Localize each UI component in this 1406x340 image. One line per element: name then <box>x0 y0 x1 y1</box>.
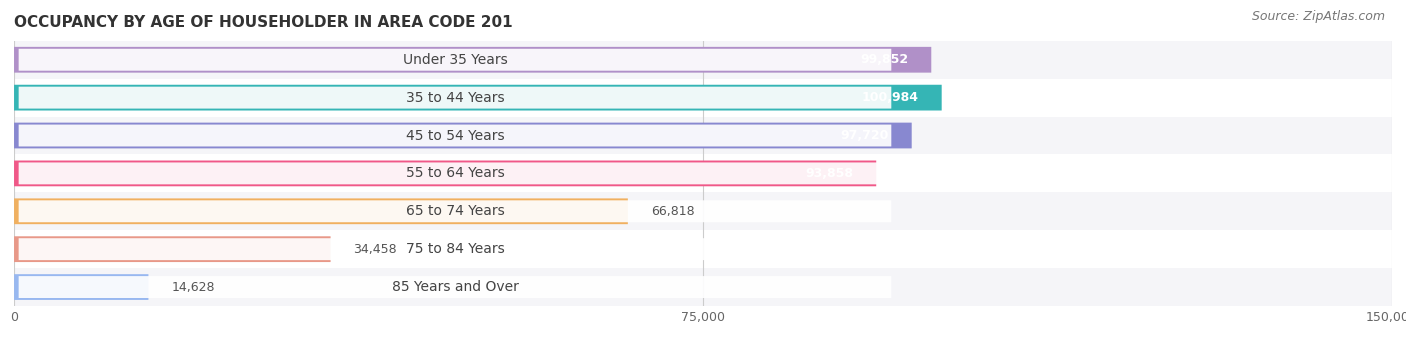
Text: 97,720: 97,720 <box>841 129 889 142</box>
Text: Under 35 Years: Under 35 Years <box>402 53 508 67</box>
Bar <box>14 268 1392 306</box>
Bar <box>14 230 1392 268</box>
Text: OCCUPANCY BY AGE OF HOUSEHOLDER IN AREA CODE 201: OCCUPANCY BY AGE OF HOUSEHOLDER IN AREA … <box>14 15 513 30</box>
Bar <box>14 79 1392 117</box>
Text: 66,818: 66,818 <box>651 205 695 218</box>
Text: 85 Years and Over: 85 Years and Over <box>391 280 519 294</box>
Bar <box>14 192 1392 230</box>
FancyBboxPatch shape <box>18 124 891 147</box>
FancyBboxPatch shape <box>14 123 911 148</box>
Text: 65 to 74 Years: 65 to 74 Years <box>405 204 505 218</box>
Text: 99,852: 99,852 <box>860 53 908 66</box>
FancyBboxPatch shape <box>18 87 891 108</box>
FancyBboxPatch shape <box>18 163 891 184</box>
Text: 14,628: 14,628 <box>172 280 215 293</box>
Text: Source: ZipAtlas.com: Source: ZipAtlas.com <box>1251 10 1385 23</box>
Text: 45 to 54 Years: 45 to 54 Years <box>406 129 505 142</box>
Text: 75 to 84 Years: 75 to 84 Years <box>405 242 505 256</box>
Text: 35 to 44 Years: 35 to 44 Years <box>406 91 505 105</box>
Text: 55 to 64 Years: 55 to 64 Years <box>405 166 505 181</box>
FancyBboxPatch shape <box>14 85 942 110</box>
Bar <box>14 117 1392 154</box>
FancyBboxPatch shape <box>18 49 891 71</box>
Text: 100,984: 100,984 <box>862 91 918 104</box>
FancyBboxPatch shape <box>14 199 628 224</box>
Bar <box>14 41 1392 79</box>
FancyBboxPatch shape <box>14 160 876 186</box>
Text: 93,858: 93,858 <box>806 167 853 180</box>
FancyBboxPatch shape <box>14 274 149 300</box>
FancyBboxPatch shape <box>18 200 891 222</box>
FancyBboxPatch shape <box>14 236 330 262</box>
FancyBboxPatch shape <box>18 276 891 298</box>
Bar <box>14 154 1392 192</box>
FancyBboxPatch shape <box>18 238 891 260</box>
FancyBboxPatch shape <box>14 47 931 73</box>
Text: 34,458: 34,458 <box>353 243 396 256</box>
